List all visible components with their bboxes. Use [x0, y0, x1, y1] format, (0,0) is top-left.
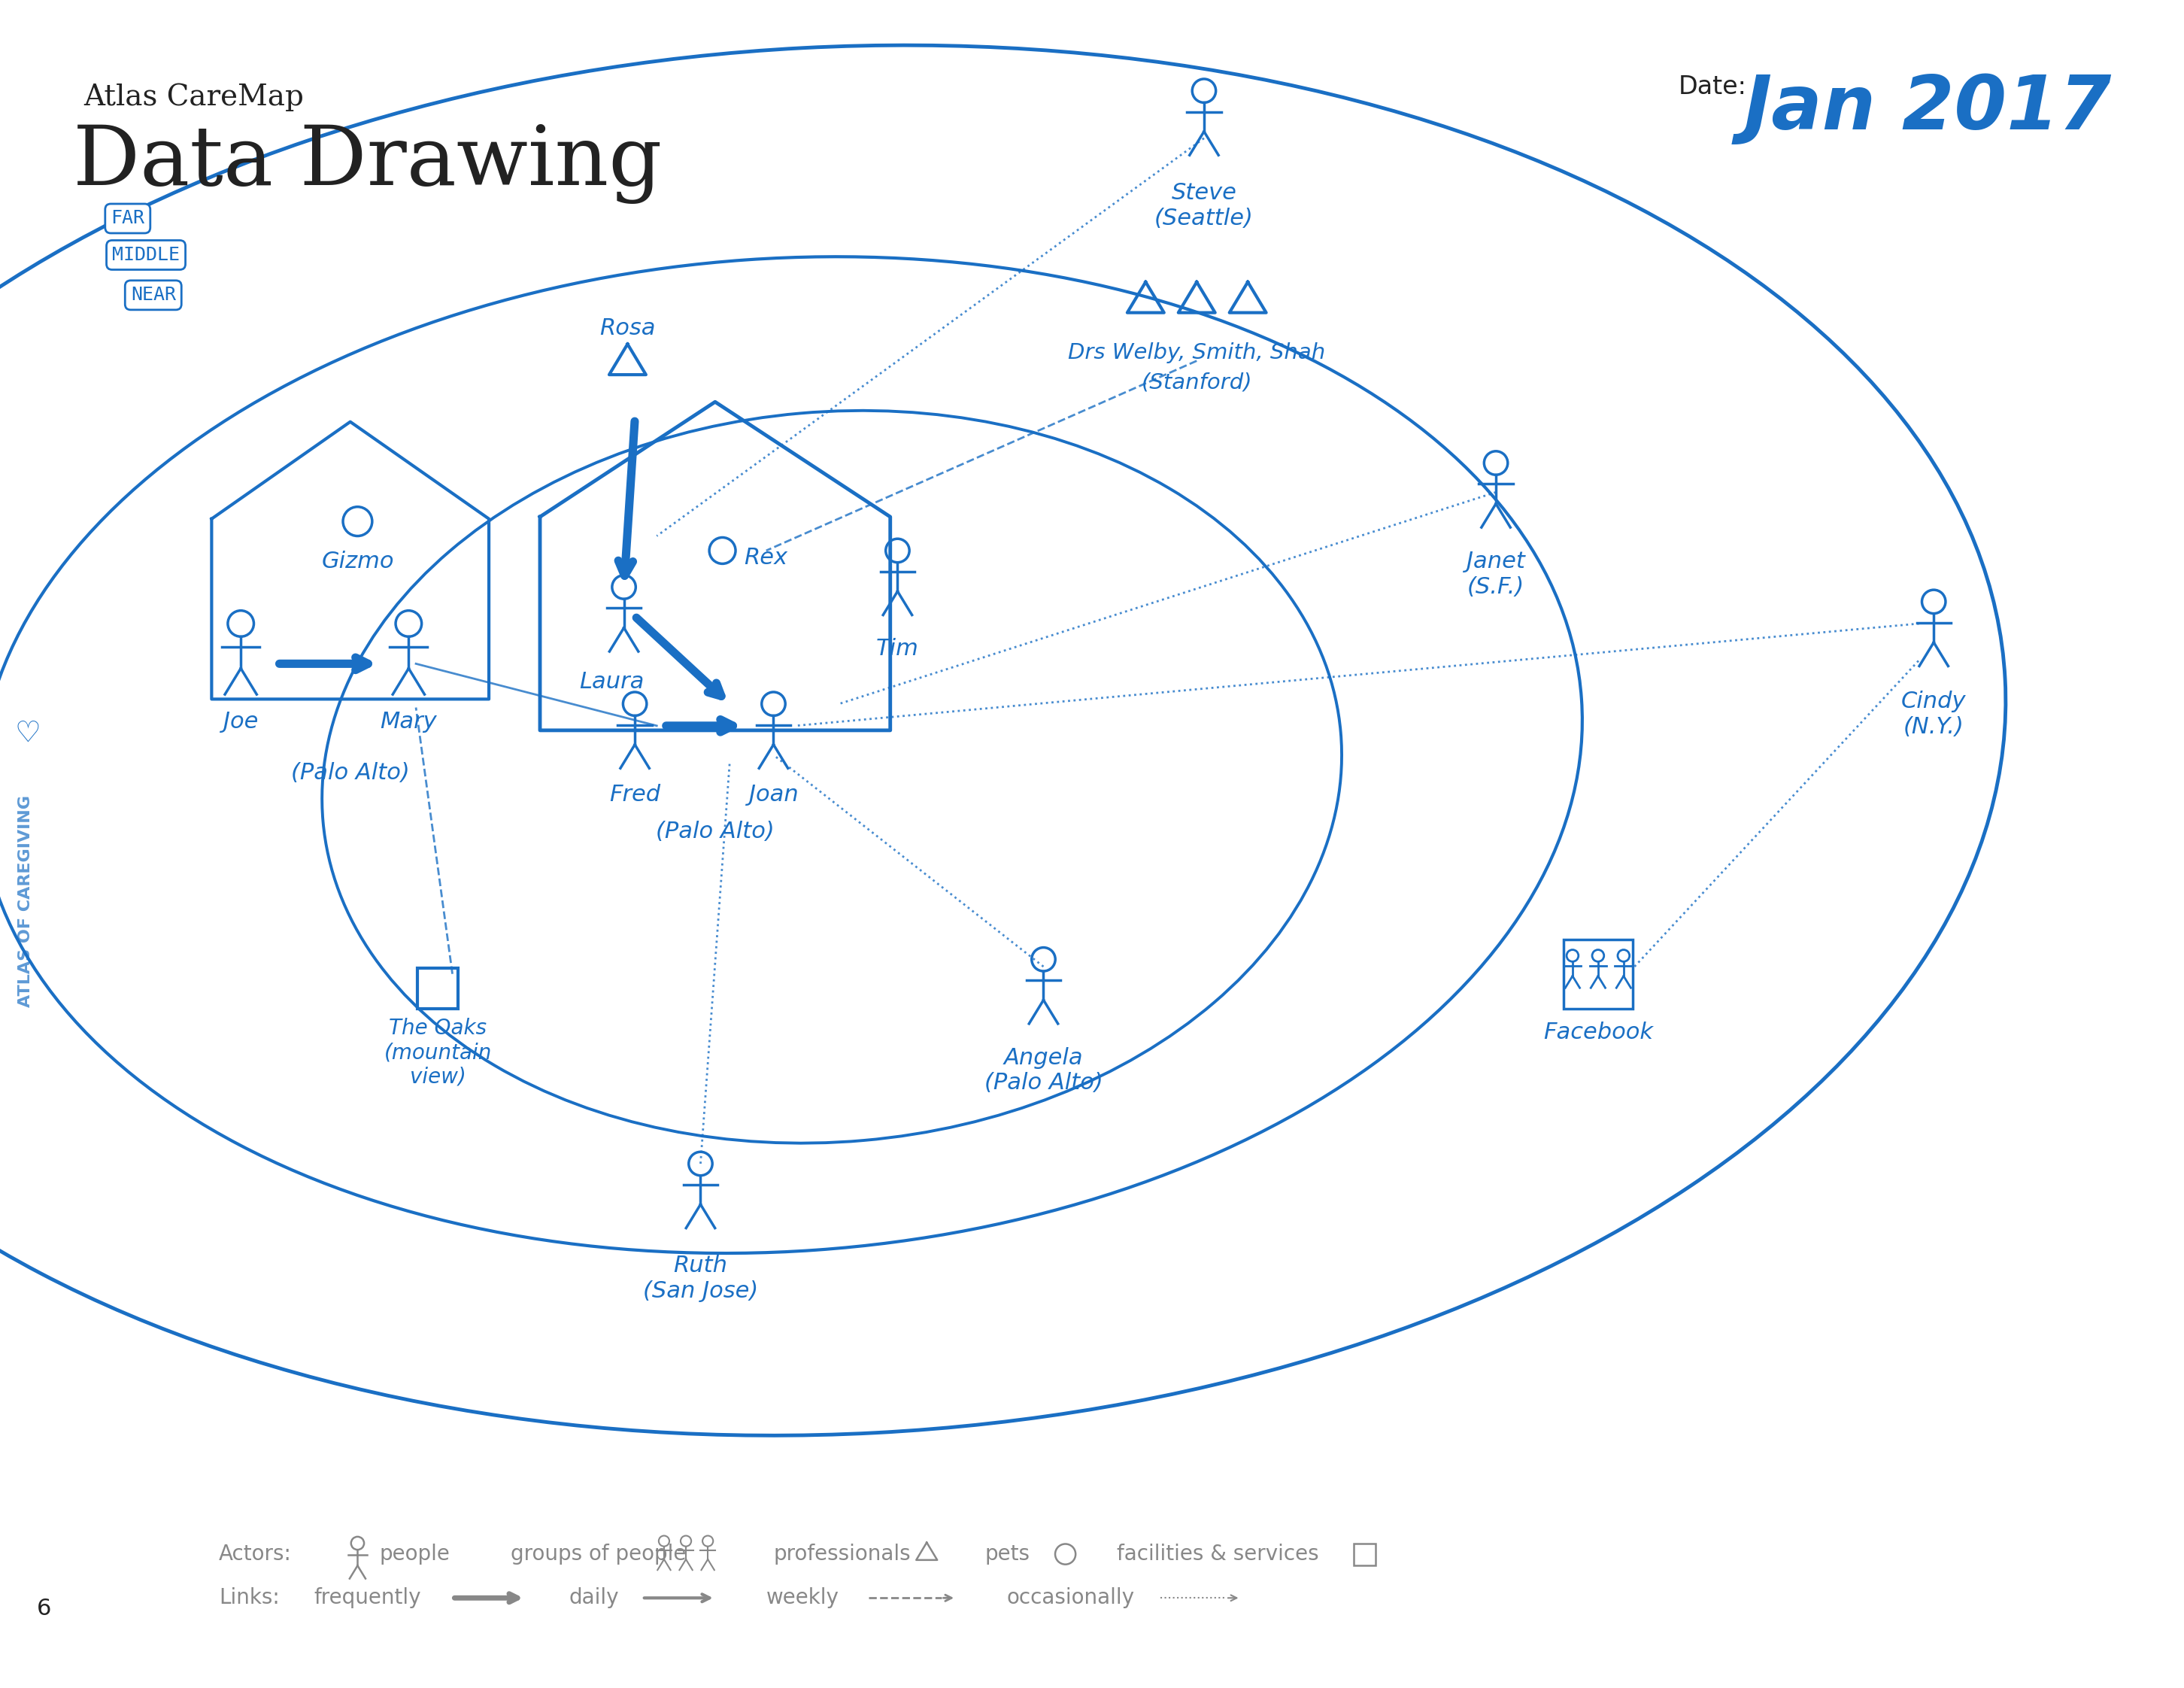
- Bar: [1564, 939, 1634, 1009]
- Text: Links:: Links:: [218, 1587, 280, 1609]
- Text: Laura: Laura: [579, 672, 644, 692]
- Text: FAR: FAR: [111, 209, 144, 228]
- Text: Date:: Date:: [1677, 74, 1747, 100]
- Text: daily: daily: [570, 1587, 620, 1609]
- Text: Rosa: Rosa: [601, 317, 655, 339]
- Bar: [1354, 1543, 1376, 1565]
- Text: Tim: Tim: [876, 638, 919, 660]
- Text: Ruth
(San Jose): Ruth (San Jose): [642, 1254, 758, 1301]
- Text: Joan: Joan: [749, 785, 797, 805]
- Text: NEAR: NEAR: [131, 285, 175, 304]
- Text: Jan 2017: Jan 2017: [1745, 73, 2112, 145]
- Text: (Palo Alto): (Palo Alto): [655, 820, 775, 842]
- Text: professionals: professionals: [773, 1543, 911, 1565]
- Text: Facebook: Facebook: [1544, 1021, 1653, 1043]
- Text: The Oaks
(mountain
view): The Oaks (mountain view): [384, 1018, 491, 1087]
- Text: occasionally: occasionally: [1007, 1587, 1136, 1609]
- Text: ♡: ♡: [15, 719, 41, 748]
- Text: pets: pets: [985, 1543, 1031, 1565]
- Text: Janet
(S.F.): Janet (S.F.): [1468, 550, 1524, 598]
- Text: (Palo Alto): (Palo Alto): [290, 763, 411, 783]
- Text: frequently: frequently: [314, 1587, 422, 1609]
- Text: ATLAS OF CAREGIVING: ATLAS OF CAREGIVING: [17, 795, 33, 1008]
- Text: Data Drawing: Data Drawing: [72, 123, 662, 204]
- Bar: [417, 969, 459, 1009]
- Text: (Stanford): (Stanford): [1142, 371, 1251, 393]
- Text: Steve
(Seattle): Steve (Seattle): [1155, 182, 1254, 230]
- Text: Fred: Fred: [609, 785, 660, 805]
- Text: Mary: Mary: [380, 711, 437, 733]
- Text: weekly: weekly: [767, 1587, 839, 1609]
- Text: MIDDLE: MIDDLE: [111, 246, 179, 263]
- Text: Gizmo: Gizmo: [321, 550, 393, 572]
- Text: Atlas CareMap: Atlas CareMap: [83, 83, 304, 111]
- Text: Rex: Rex: [745, 547, 788, 569]
- Text: Actors:: Actors:: [218, 1543, 293, 1565]
- Text: Drs Welby, Smith, Shah: Drs Welby, Smith, Shah: [1068, 343, 1326, 363]
- Text: 6: 6: [37, 1599, 50, 1620]
- Text: Cindy
(N.Y.): Cindy (N.Y.): [1902, 690, 1966, 738]
- Text: facilities & services: facilities & services: [1116, 1543, 1319, 1565]
- Text: Joe: Joe: [223, 711, 258, 733]
- Text: people: people: [380, 1543, 450, 1565]
- Text: Angela
(Palo Alto): Angela (Palo Alto): [985, 1047, 1103, 1094]
- Text: groups of people: groups of people: [511, 1543, 686, 1565]
